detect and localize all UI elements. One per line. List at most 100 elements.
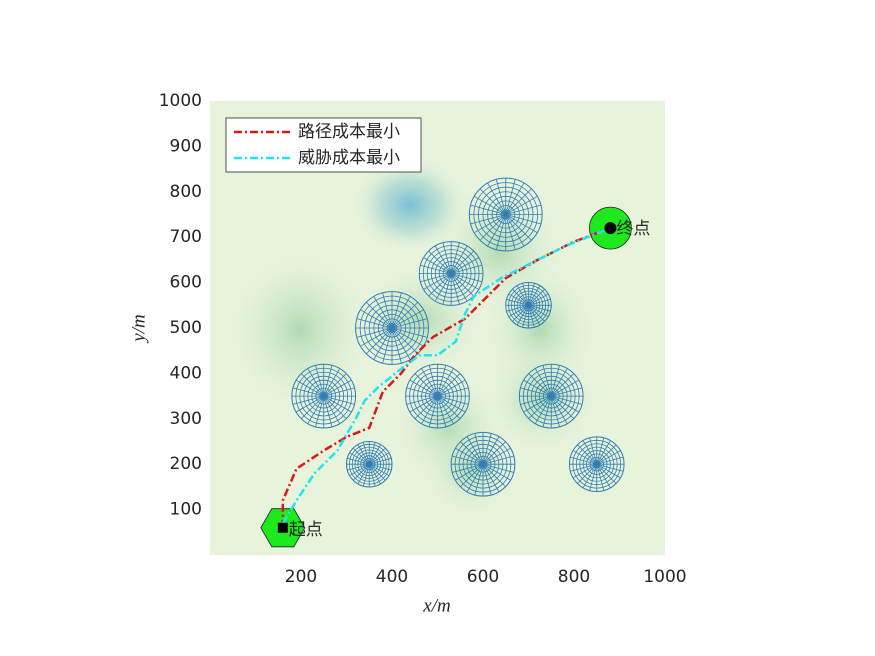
threat-spoke [572, 450, 597, 465]
threat-spoke [506, 304, 529, 312]
threat-spoke [323, 395, 355, 405]
y-tick-label: 800 [170, 182, 202, 202]
threat-spoke [505, 214, 525, 247]
threat-spoke [315, 395, 325, 427]
threat-boundary [518, 363, 584, 429]
threat-spoke [551, 395, 580, 413]
threat-spoke [482, 464, 492, 496]
threat-spoke [434, 273, 452, 302]
threat-spoke [391, 309, 424, 329]
threat-spoke [450, 273, 468, 302]
threat-spoke [523, 395, 552, 413]
threat-spoke [437, 395, 447, 427]
threat-spoke [300, 373, 325, 397]
threat-spoke [382, 327, 393, 364]
threat-spoke [292, 387, 324, 397]
threat-spoke [528, 395, 552, 419]
threat-spoke [349, 452, 370, 465]
threat-spoke [596, 463, 624, 472]
threat-spoke [365, 327, 393, 355]
threat-spoke [450, 273, 479, 290]
threat-boundary [450, 431, 516, 497]
threat-spoke [315, 365, 325, 397]
threat-spoke [391, 327, 428, 338]
threat-spoke [450, 242, 460, 274]
y-tick-label: 700 [170, 227, 202, 247]
threat-spoke [369, 463, 392, 471]
threat-spoke [409, 379, 438, 397]
threat-center [526, 302, 531, 308]
threat-spoke [437, 373, 461, 397]
threat-center [448, 271, 454, 277]
threat-spoke [323, 373, 347, 397]
threat-spoke [528, 288, 545, 306]
threat-boundary [346, 440, 393, 488]
threat-spoke [347, 457, 370, 465]
threat-spoke [452, 455, 484, 465]
y-tick-label: 400 [170, 363, 202, 383]
threat-center [548, 393, 554, 399]
y-axis-label: y/m [128, 314, 149, 343]
threat-spoke [482, 436, 500, 465]
threat-spoke [596, 463, 621, 479]
threat-spoke [508, 304, 529, 318]
threat-spoke [528, 299, 551, 306]
threat-spoke [450, 257, 479, 274]
threat-spoke [437, 395, 454, 424]
threat-spoke [528, 373, 552, 397]
threat-spoke [295, 379, 324, 397]
threat-spoke [495, 179, 507, 215]
threat-spoke [357, 464, 370, 485]
threat [291, 363, 357, 429]
threat-spoke [421, 368, 438, 397]
threat-spoke [347, 463, 370, 471]
threat-spoke [505, 204, 542, 215]
threat-spoke [528, 305, 545, 322]
threat-spoke [528, 285, 541, 306]
threat-spoke [391, 327, 424, 347]
threat-spoke [470, 214, 506, 225]
threat-spoke [534, 395, 552, 424]
threat-spoke [357, 444, 370, 465]
threat-spoke [428, 365, 438, 397]
threat [418, 241, 484, 306]
threat-spoke [323, 395, 333, 427]
threat-spoke [505, 195, 538, 215]
threat-spoke [474, 195, 506, 215]
threat-spoke [474, 464, 484, 496]
threat-spoke [551, 387, 583, 397]
threat-spoke [479, 188, 507, 215]
threat-spoke [470, 204, 506, 215]
threat-spoke [356, 327, 393, 338]
threat [505, 282, 552, 329]
threat-spoke [589, 464, 598, 491]
y-tick-label: 1000 [159, 91, 202, 111]
start-point [277, 522, 288, 533]
threat-spoke [516, 285, 529, 306]
start-label: 起点 [289, 520, 323, 540]
threat-spoke [474, 433, 484, 465]
threat-spoke [391, 296, 411, 329]
threat-spoke [550, 368, 568, 397]
threat-spoke [369, 463, 390, 476]
threat-spoke [582, 440, 598, 465]
threat-spoke [352, 447, 370, 465]
threat-spoke [596, 463, 617, 484]
threat-spoke [420, 273, 452, 283]
threat-spoke [451, 273, 483, 283]
threat-spoke [452, 463, 484, 473]
threat-spoke [522, 283, 529, 306]
threat-spoke [323, 365, 333, 397]
threat-spoke [391, 292, 402, 329]
threat-spoke [406, 387, 438, 397]
threat-spoke [550, 395, 560, 427]
threat-spoke [434, 245, 452, 274]
threat-spoke [406, 395, 438, 405]
threat-spoke [437, 368, 454, 397]
threat-spoke [373, 296, 393, 329]
threat-spoke [495, 214, 507, 250]
threat-spoke [528, 293, 549, 306]
threat-spoke [428, 273, 452, 297]
threat-spoke [442, 242, 452, 274]
